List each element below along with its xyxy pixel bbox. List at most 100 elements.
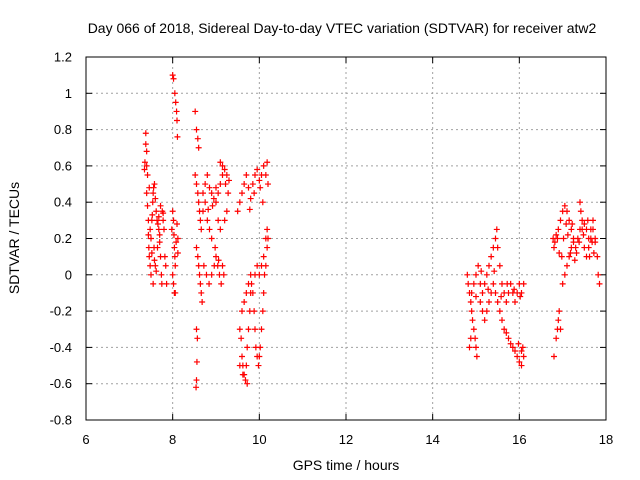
data-point (551, 244, 557, 251)
data-point (193, 244, 200, 251)
data-point (473, 293, 479, 300)
y-axis-label: SDTVAR / TECUs (6, 182, 22, 294)
data-point (213, 253, 219, 260)
data-point (218, 280, 225, 287)
data-point (469, 317, 476, 324)
data-point (234, 208, 241, 215)
data-point (212, 244, 219, 251)
data-point (555, 226, 562, 233)
data-point (255, 362, 262, 369)
data-point (558, 253, 565, 260)
data-point (580, 231, 587, 238)
data-point (553, 335, 560, 342)
data-point (499, 317, 505, 324)
data-point (520, 353, 527, 360)
data-point (467, 335, 474, 342)
data-point (245, 184, 252, 191)
data-point (200, 190, 206, 197)
data-point (221, 217, 228, 224)
data-point (239, 190, 245, 197)
data-point (174, 250, 181, 257)
data-point (481, 280, 488, 287)
y-tick-label: 0.4 (54, 195, 72, 210)
data-point (147, 262, 154, 269)
data-point (170, 217, 177, 224)
data-point (260, 162, 267, 169)
data-point (144, 171, 151, 178)
data-point (566, 253, 573, 260)
data-point (478, 268, 485, 275)
data-point (241, 181, 248, 188)
data-point (551, 353, 557, 360)
data-point (149, 211, 156, 218)
data-point (589, 239, 596, 246)
data-point (205, 206, 212, 213)
y-tick-label: -0.6 (50, 376, 72, 391)
data-point (151, 257, 158, 264)
data-point (243, 362, 250, 369)
data-point (242, 377, 249, 384)
data-point (148, 217, 155, 224)
data-point (252, 171, 258, 178)
data-point (162, 262, 169, 269)
data-point (243, 171, 250, 178)
data-point (261, 271, 268, 278)
data-point (499, 280, 505, 287)
data-point (519, 344, 526, 351)
data-point (174, 235, 181, 242)
data-point (241, 299, 248, 306)
data-point (154, 220, 161, 227)
data-point (206, 280, 213, 287)
data-point (251, 190, 258, 197)
data-point (158, 271, 165, 278)
data-point (551, 239, 558, 246)
data-point (518, 348, 525, 355)
data-point (254, 166, 261, 173)
data-point (155, 213, 162, 220)
data-point (249, 181, 256, 188)
data-point (148, 235, 154, 242)
data-point (168, 226, 175, 233)
data-point (197, 280, 204, 287)
data-point (202, 181, 209, 188)
data-point (569, 220, 576, 227)
data-point (200, 262, 207, 269)
data-point (464, 271, 471, 278)
data-point (169, 72, 176, 79)
data-point (485, 286, 492, 293)
chart-title: Day 066 of 2018, Sidereal Day-to-day VTE… (88, 20, 597, 36)
data-point (195, 199, 202, 206)
data-point (473, 344, 479, 351)
data-point (587, 235, 594, 242)
data-point (553, 231, 560, 238)
data-point (145, 231, 152, 238)
data-point (156, 231, 163, 238)
data-point (256, 177, 263, 184)
data-point (143, 190, 150, 197)
data-point (172, 262, 179, 269)
data-point (473, 271, 479, 278)
data-point (564, 262, 570, 269)
data-point (148, 271, 154, 278)
data-point (596, 280, 603, 287)
data-point (170, 75, 177, 82)
data-point (486, 299, 492, 306)
data-point (574, 235, 581, 242)
data-point (236, 362, 243, 369)
data-point (215, 217, 222, 224)
data-point (505, 335, 512, 342)
data-point (197, 217, 204, 224)
data-point (584, 217, 591, 224)
data-point (202, 199, 209, 206)
data-point (512, 299, 518, 306)
data-point (264, 244, 271, 251)
data-point (514, 353, 521, 360)
data-point (142, 130, 149, 137)
data-point (512, 348, 518, 355)
data-point (220, 271, 227, 278)
data-point (236, 199, 243, 206)
data-point (594, 253, 601, 260)
data-point (516, 358, 523, 365)
data-point (491, 268, 498, 275)
data-point (236, 326, 243, 333)
